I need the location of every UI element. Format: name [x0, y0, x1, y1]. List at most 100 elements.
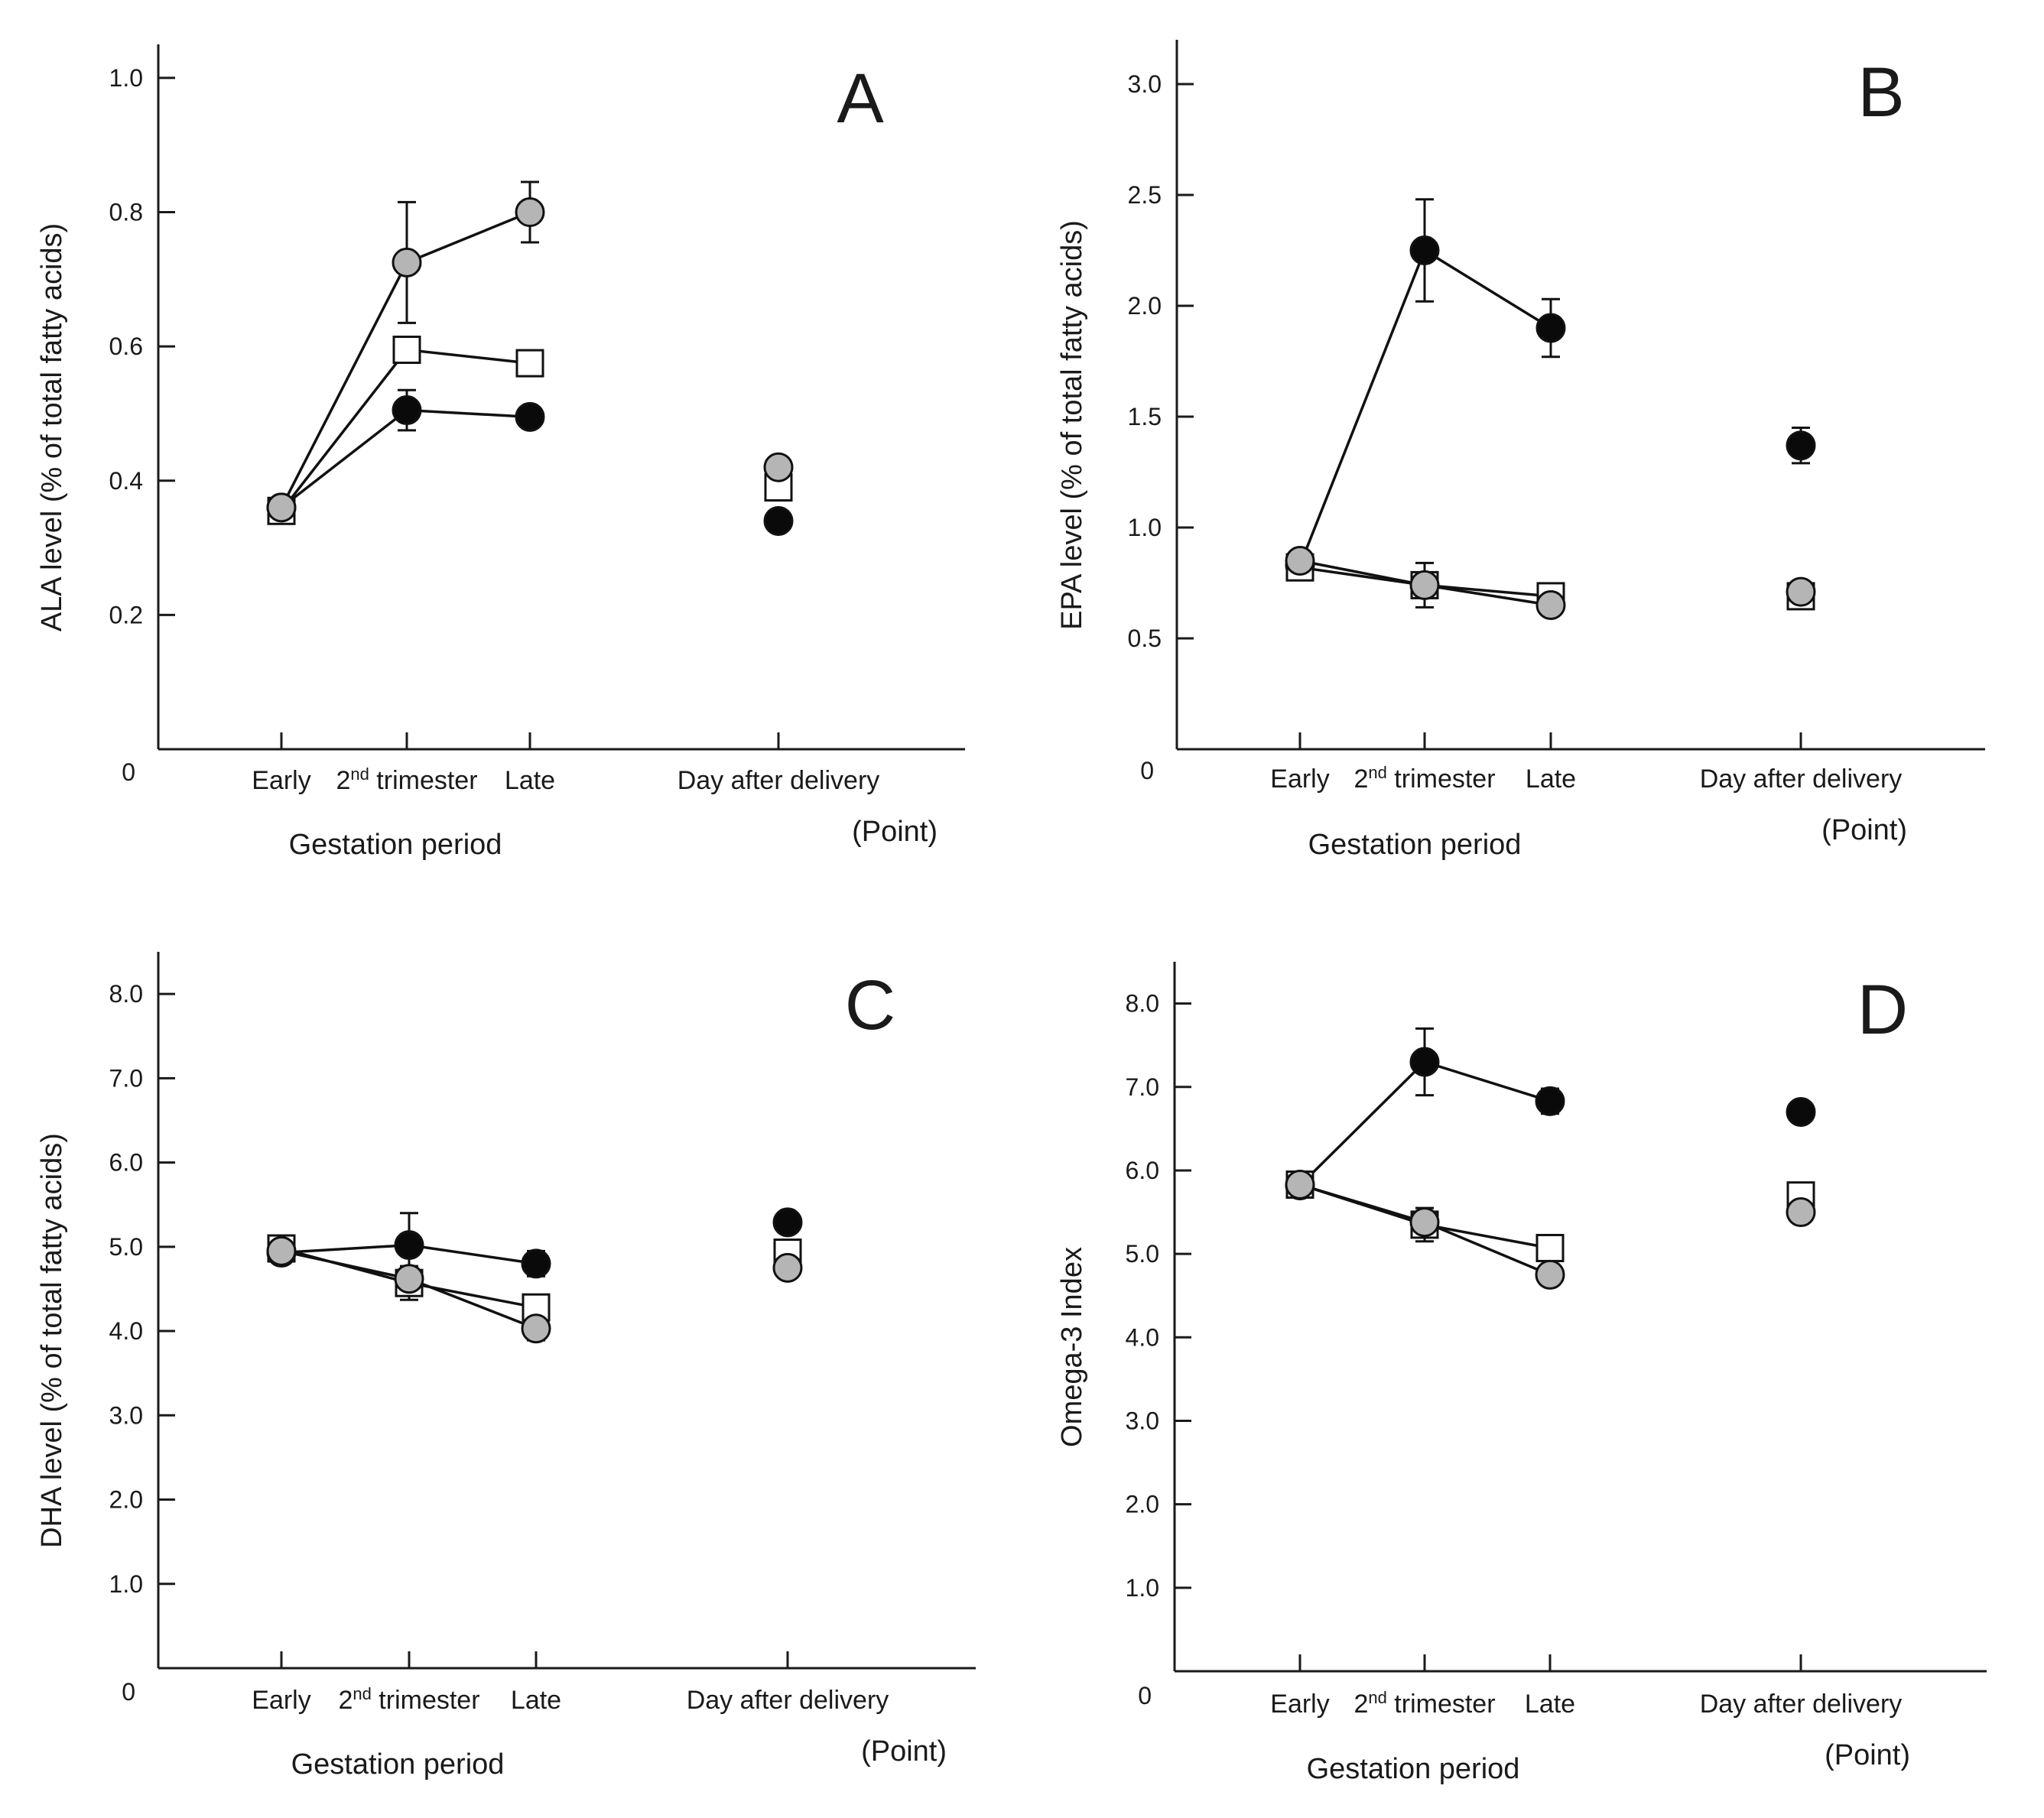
y-tick-label: 2.0 — [1126, 1491, 1159, 1518]
y-tick-label: 6.0 — [109, 1149, 143, 1177]
y-tick-label: 1.0 — [1126, 1574, 1159, 1602]
panel-letter: B — [1857, 54, 1904, 131]
y-axis-title: DHA level (% of total fatty acids) — [36, 1133, 68, 1548]
panel-B: 0.5 1.0 1.5 2.0 2.5 3.0 0 Early 2nd trimester Lat… — [1056, 40, 1985, 861]
y-tick-label: 6.0 — [1126, 1157, 1159, 1184]
x-category-label: Early — [1270, 765, 1329, 794]
series-gray-point — [392, 247, 422, 278]
series-black-point — [1786, 430, 1816, 461]
point-label: (Point) — [861, 1735, 947, 1768]
x-category-label: Late — [511, 1686, 561, 1715]
y-tick-label: 0.5 — [1128, 625, 1162, 652]
series-gray-point — [266, 1235, 297, 1266]
y-tick-label: 2.0 — [109, 1486, 143, 1514]
y-axis-title: Omega-3 Index — [1056, 1247, 1088, 1447]
y-tick-label: 1.0 — [109, 64, 143, 92]
x-category-label: Late — [1526, 765, 1576, 794]
series-gray-point — [515, 197, 545, 228]
x-category-label: Late — [505, 766, 555, 795]
category-tail: trimester — [372, 1686, 480, 1715]
series-gray-point — [1535, 590, 1566, 620]
series-gray-point — [1409, 1207, 1440, 1238]
y-tick-label: 2.5 — [1128, 181, 1162, 209]
series-gray-point — [772, 1252, 803, 1283]
x-category-label: 2nd trimester — [338, 1684, 479, 1716]
point-label: (Point) — [1825, 1739, 1910, 1771]
series-black-point — [392, 395, 422, 426]
y-tick-label: 0.2 — [109, 601, 143, 628]
x-category-label: Early — [1270, 1690, 1329, 1719]
y-zero-label: 0 — [122, 1678, 135, 1706]
y-zero-label: 0 — [1140, 757, 1154, 784]
series-gray-point — [1786, 1197, 1816, 1228]
y-tick-label: 1.0 — [109, 1570, 143, 1598]
x-category-label: 2nd trimester — [1353, 1688, 1495, 1719]
series-gray-point — [763, 452, 794, 482]
series-black-point — [1786, 1097, 1816, 1128]
category-tail: trimester — [1387, 765, 1496, 794]
category-tail: trimester — [369, 766, 478, 795]
y-tick-label: 5.0 — [109, 1233, 143, 1261]
x-axis-title: Gestation period — [289, 829, 502, 861]
series-gray-point — [521, 1313, 551, 1344]
y-tick-label: 8.0 — [109, 980, 143, 1008]
superscript: nd — [1368, 1688, 1386, 1707]
y-tick-label: 3.0 — [1126, 1407, 1159, 1434]
superscript: nd — [1368, 763, 1386, 782]
point-label: (Point) — [1821, 814, 1907, 846]
series-gray-point — [394, 1264, 424, 1294]
y-tick-label: 5.0 — [1126, 1240, 1159, 1268]
y-tick-label: 3.0 — [1128, 70, 1162, 98]
y-tick-label: 3.0 — [109, 1401, 143, 1429]
y-tick-label: 2.0 — [1128, 292, 1162, 320]
point-label: (Point) — [852, 816, 938, 848]
y-tick-label: 8.0 — [1126, 990, 1159, 1018]
series-gray-point — [266, 492, 297, 523]
category-tail: trimester — [1387, 1690, 1496, 1719]
y-axis-title: EPA level (% of total fatty acids) — [1056, 220, 1088, 630]
y-tick-label: 1.5 — [1128, 403, 1162, 430]
x-category-label: 2nd trimester — [1353, 763, 1495, 794]
x-category-label: Day after delivery — [1700, 765, 1903, 794]
panel-D: 1.0 2.0 3.0 4.0 5.0 6.0 7.0 8.0 0 Early 2nd trimes… — [1056, 962, 1987, 1785]
series-black-point — [1535, 313, 1566, 343]
y-tick-label: 4.0 — [109, 1317, 143, 1345]
panel-letter: D — [1857, 971, 1908, 1049]
series-black-point — [763, 505, 794, 536]
series-black-point — [394, 1230, 424, 1261]
x-axis-title: Gestation period — [1307, 1753, 1520, 1785]
series-white-point — [1535, 1233, 1565, 1262]
x-category-label: Day after delivery — [678, 766, 880, 795]
series-white-point — [392, 336, 421, 365]
y-zero-label: 0 — [122, 758, 135, 786]
y-tick-label: 0.8 — [109, 199, 143, 226]
y-tick-label: 4.0 — [1126, 1323, 1159, 1351]
superscript: nd — [350, 765, 369, 784]
x-axis-title: Gestation period — [291, 1748, 505, 1781]
x-category-label: Early — [252, 766, 310, 795]
series-gray-point — [1285, 546, 1315, 576]
series-gray-point — [1409, 570, 1440, 600]
y-tick-label: 0.6 — [109, 333, 143, 360]
x-category-label: Early — [252, 1686, 310, 1715]
panel-letter: A — [837, 60, 884, 138]
series-black-point — [1535, 1086, 1565, 1116]
x-category-label: Day after delivery — [687, 1686, 889, 1715]
series-black-point — [772, 1207, 803, 1238]
panel-A: 0.2 0.4 0.6 0.8 1.0 0 Early 2nd trimester Late Da… — [36, 44, 965, 861]
panel-C: 1.0 2.0 3.0 4.0 5.0 6.0 7.0 8.0 0 Early 2nd trimes… — [36, 952, 976, 1781]
series-gray-point — [1535, 1259, 1565, 1290]
series-black-point — [1409, 1047, 1440, 1077]
y-axis-title: ALA level (% of total fatty acids) — [36, 223, 68, 631]
series-black-point — [1409, 235, 1440, 265]
series-gray-point — [1786, 576, 1816, 607]
series-gray-point — [1285, 1170, 1315, 1200]
x-category-label: 2nd trimester — [336, 765, 477, 796]
series-black-point — [515, 401, 545, 432]
x-category-label: Late — [1525, 1690, 1575, 1719]
series-black-point — [521, 1248, 551, 1279]
x-category-label: Day after delivery — [1700, 1690, 1903, 1719]
x-axis-title: Gestation period — [1308, 829, 1522, 861]
panel-letter: C — [845, 966, 895, 1044]
